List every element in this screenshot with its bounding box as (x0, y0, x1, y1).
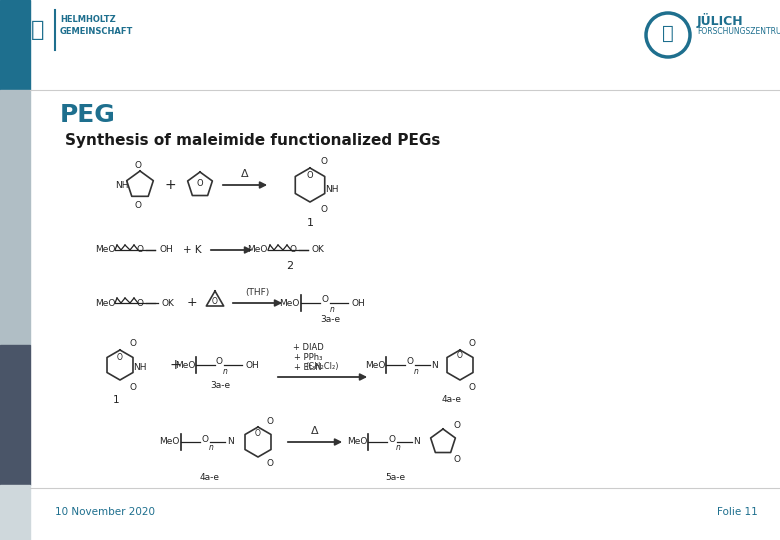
Text: O: O (307, 172, 314, 180)
Text: O: O (134, 160, 141, 170)
Text: N: N (227, 437, 233, 447)
Text: O: O (129, 340, 136, 348)
Text: 1: 1 (307, 218, 314, 228)
Text: 4a-e: 4a-e (442, 395, 462, 404)
Text: O: O (212, 296, 218, 306)
Text: + DIAD: + DIAD (292, 342, 324, 352)
Bar (0, 90, 30, 345)
Text: O: O (117, 353, 123, 361)
Text: O: O (453, 456, 460, 464)
Text: O: O (453, 422, 460, 430)
Text: (THF): (THF) (246, 288, 270, 297)
Text: O: O (457, 352, 463, 361)
Text: JÜLICH: JÜLICH (697, 12, 743, 28)
Text: + Et₃N: + Et₃N (294, 362, 322, 372)
Text: NH: NH (115, 180, 129, 190)
Bar (0, 485, 30, 540)
Text: MeO: MeO (247, 246, 268, 254)
Text: Δ: Δ (241, 169, 249, 179)
Text: MeO: MeO (175, 361, 195, 369)
Text: +: + (186, 296, 197, 309)
Text: NH: NH (133, 363, 147, 373)
Bar (0, 0, 30, 90)
Text: 2: 2 (286, 261, 293, 271)
Text: O: O (136, 246, 144, 254)
Text: OH: OH (352, 299, 366, 307)
Text: O: O (134, 200, 141, 210)
Text: GEMEINSCHAFT: GEMEINSCHAFT (60, 28, 133, 37)
Text: n: n (330, 305, 335, 314)
Text: NH: NH (325, 186, 339, 194)
Text: OK: OK (162, 299, 175, 307)
Text: O: O (321, 158, 328, 166)
Text: OK: OK (312, 246, 325, 254)
Text: O: O (321, 205, 328, 213)
Text: MeO: MeO (160, 437, 180, 447)
Text: + K: + K (183, 245, 201, 255)
Text: O: O (406, 357, 413, 367)
Text: O: O (201, 435, 208, 443)
Text: HELMHOLTZ: HELMHOLTZ (60, 16, 115, 24)
Text: O: O (129, 382, 136, 392)
Text: O: O (321, 295, 328, 305)
Text: O: O (388, 435, 395, 443)
Text: O: O (267, 416, 274, 426)
Text: ➿: ➿ (662, 24, 674, 43)
Text: Δ: Δ (311, 426, 319, 436)
Text: OH: OH (160, 246, 174, 254)
Text: Folie 11: Folie 11 (718, 507, 758, 517)
Text: PEG: PEG (60, 103, 116, 127)
Text: 5a-e: 5a-e (385, 472, 405, 482)
Text: O: O (469, 382, 476, 392)
Text: O: O (267, 460, 274, 469)
Text: 3a-e: 3a-e (210, 381, 230, 389)
Text: N: N (413, 437, 420, 447)
Text: O: O (136, 299, 144, 307)
Text: (CH₂Cl₂): (CH₂Cl₂) (306, 362, 339, 371)
Text: 1: 1 (112, 395, 119, 405)
Text: FORSCHUNGSZENTRUM: FORSCHUNGSZENTRUM (697, 28, 780, 37)
Text: MeO: MeO (364, 361, 385, 369)
Text: ➿: ➿ (31, 20, 44, 40)
Text: n: n (395, 443, 400, 453)
Text: n: n (222, 367, 228, 375)
Text: +: + (164, 178, 176, 192)
Text: n: n (208, 443, 214, 453)
Text: O: O (255, 429, 261, 437)
Text: O: O (289, 246, 296, 254)
Text: MeO: MeO (94, 299, 115, 307)
Text: 3a-e: 3a-e (320, 315, 340, 325)
Text: N: N (431, 361, 438, 369)
Bar (0, 345, 30, 485)
Text: 4a-e: 4a-e (200, 472, 220, 482)
Text: MeO: MeO (279, 299, 300, 307)
Text: + PPh₃: + PPh₃ (294, 353, 322, 361)
Text: O: O (215, 357, 222, 367)
Text: n: n (413, 367, 418, 375)
Text: 10 November 2020: 10 November 2020 (55, 507, 155, 517)
Text: O: O (197, 179, 204, 188)
Text: OH: OH (246, 361, 260, 369)
Text: O: O (469, 340, 476, 348)
Text: +: + (169, 358, 181, 372)
Text: MeO: MeO (94, 246, 115, 254)
Text: MeO: MeO (346, 437, 367, 447)
Text: Synthesis of maleimide functionalized PEGs: Synthesis of maleimide functionalized PE… (65, 132, 441, 147)
